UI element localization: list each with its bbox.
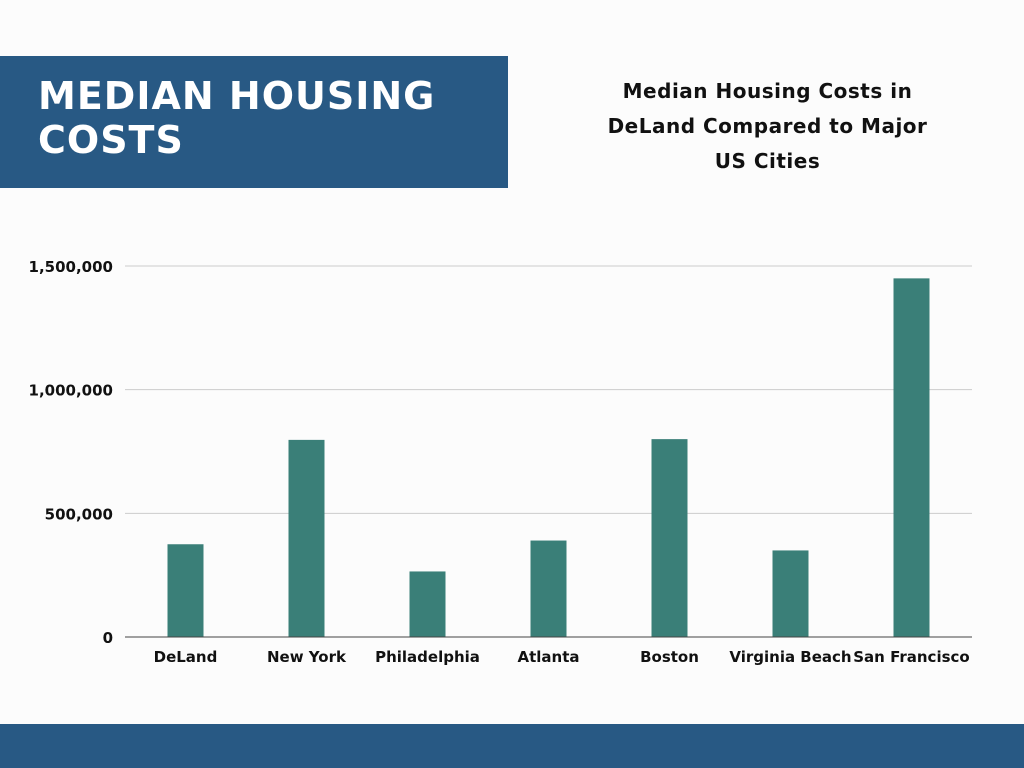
bar <box>651 439 688 637</box>
x-tick-label: Virginia Beach <box>729 648 851 666</box>
header-banner <box>0 56 508 188</box>
bar <box>530 540 567 637</box>
y-tick-label: 1,000,000 <box>29 382 113 400</box>
page-title: MEDIAN HOUSING COSTS <box>38 74 436 162</box>
x-tick-label: Atlanta <box>517 648 579 666</box>
bar-chart: 0 500,000 1,000,000 1,500,000 DeLand New York… <box>29 258 972 666</box>
x-tick-label: Boston <box>640 648 699 666</box>
y-tick-label: 500,000 <box>45 505 113 523</box>
y-tick-label: 1,500,000 <box>29 258 113 276</box>
bar <box>167 544 204 637</box>
bar <box>893 278 930 637</box>
bar <box>772 550 809 637</box>
x-tick-label: Philadelphia <box>375 648 480 666</box>
footer-band <box>0 724 1024 768</box>
x-tick-label: New York <box>267 648 347 666</box>
bar <box>409 571 446 637</box>
x-tick-label: San Francisco <box>853 648 969 666</box>
chart-title: Median Housing Costs in DeLand Compared … <box>607 79 928 173</box>
y-tick-label: 0 <box>103 629 113 647</box>
x-tick-label: DeLand <box>154 648 218 666</box>
bar <box>288 439 325 637</box>
